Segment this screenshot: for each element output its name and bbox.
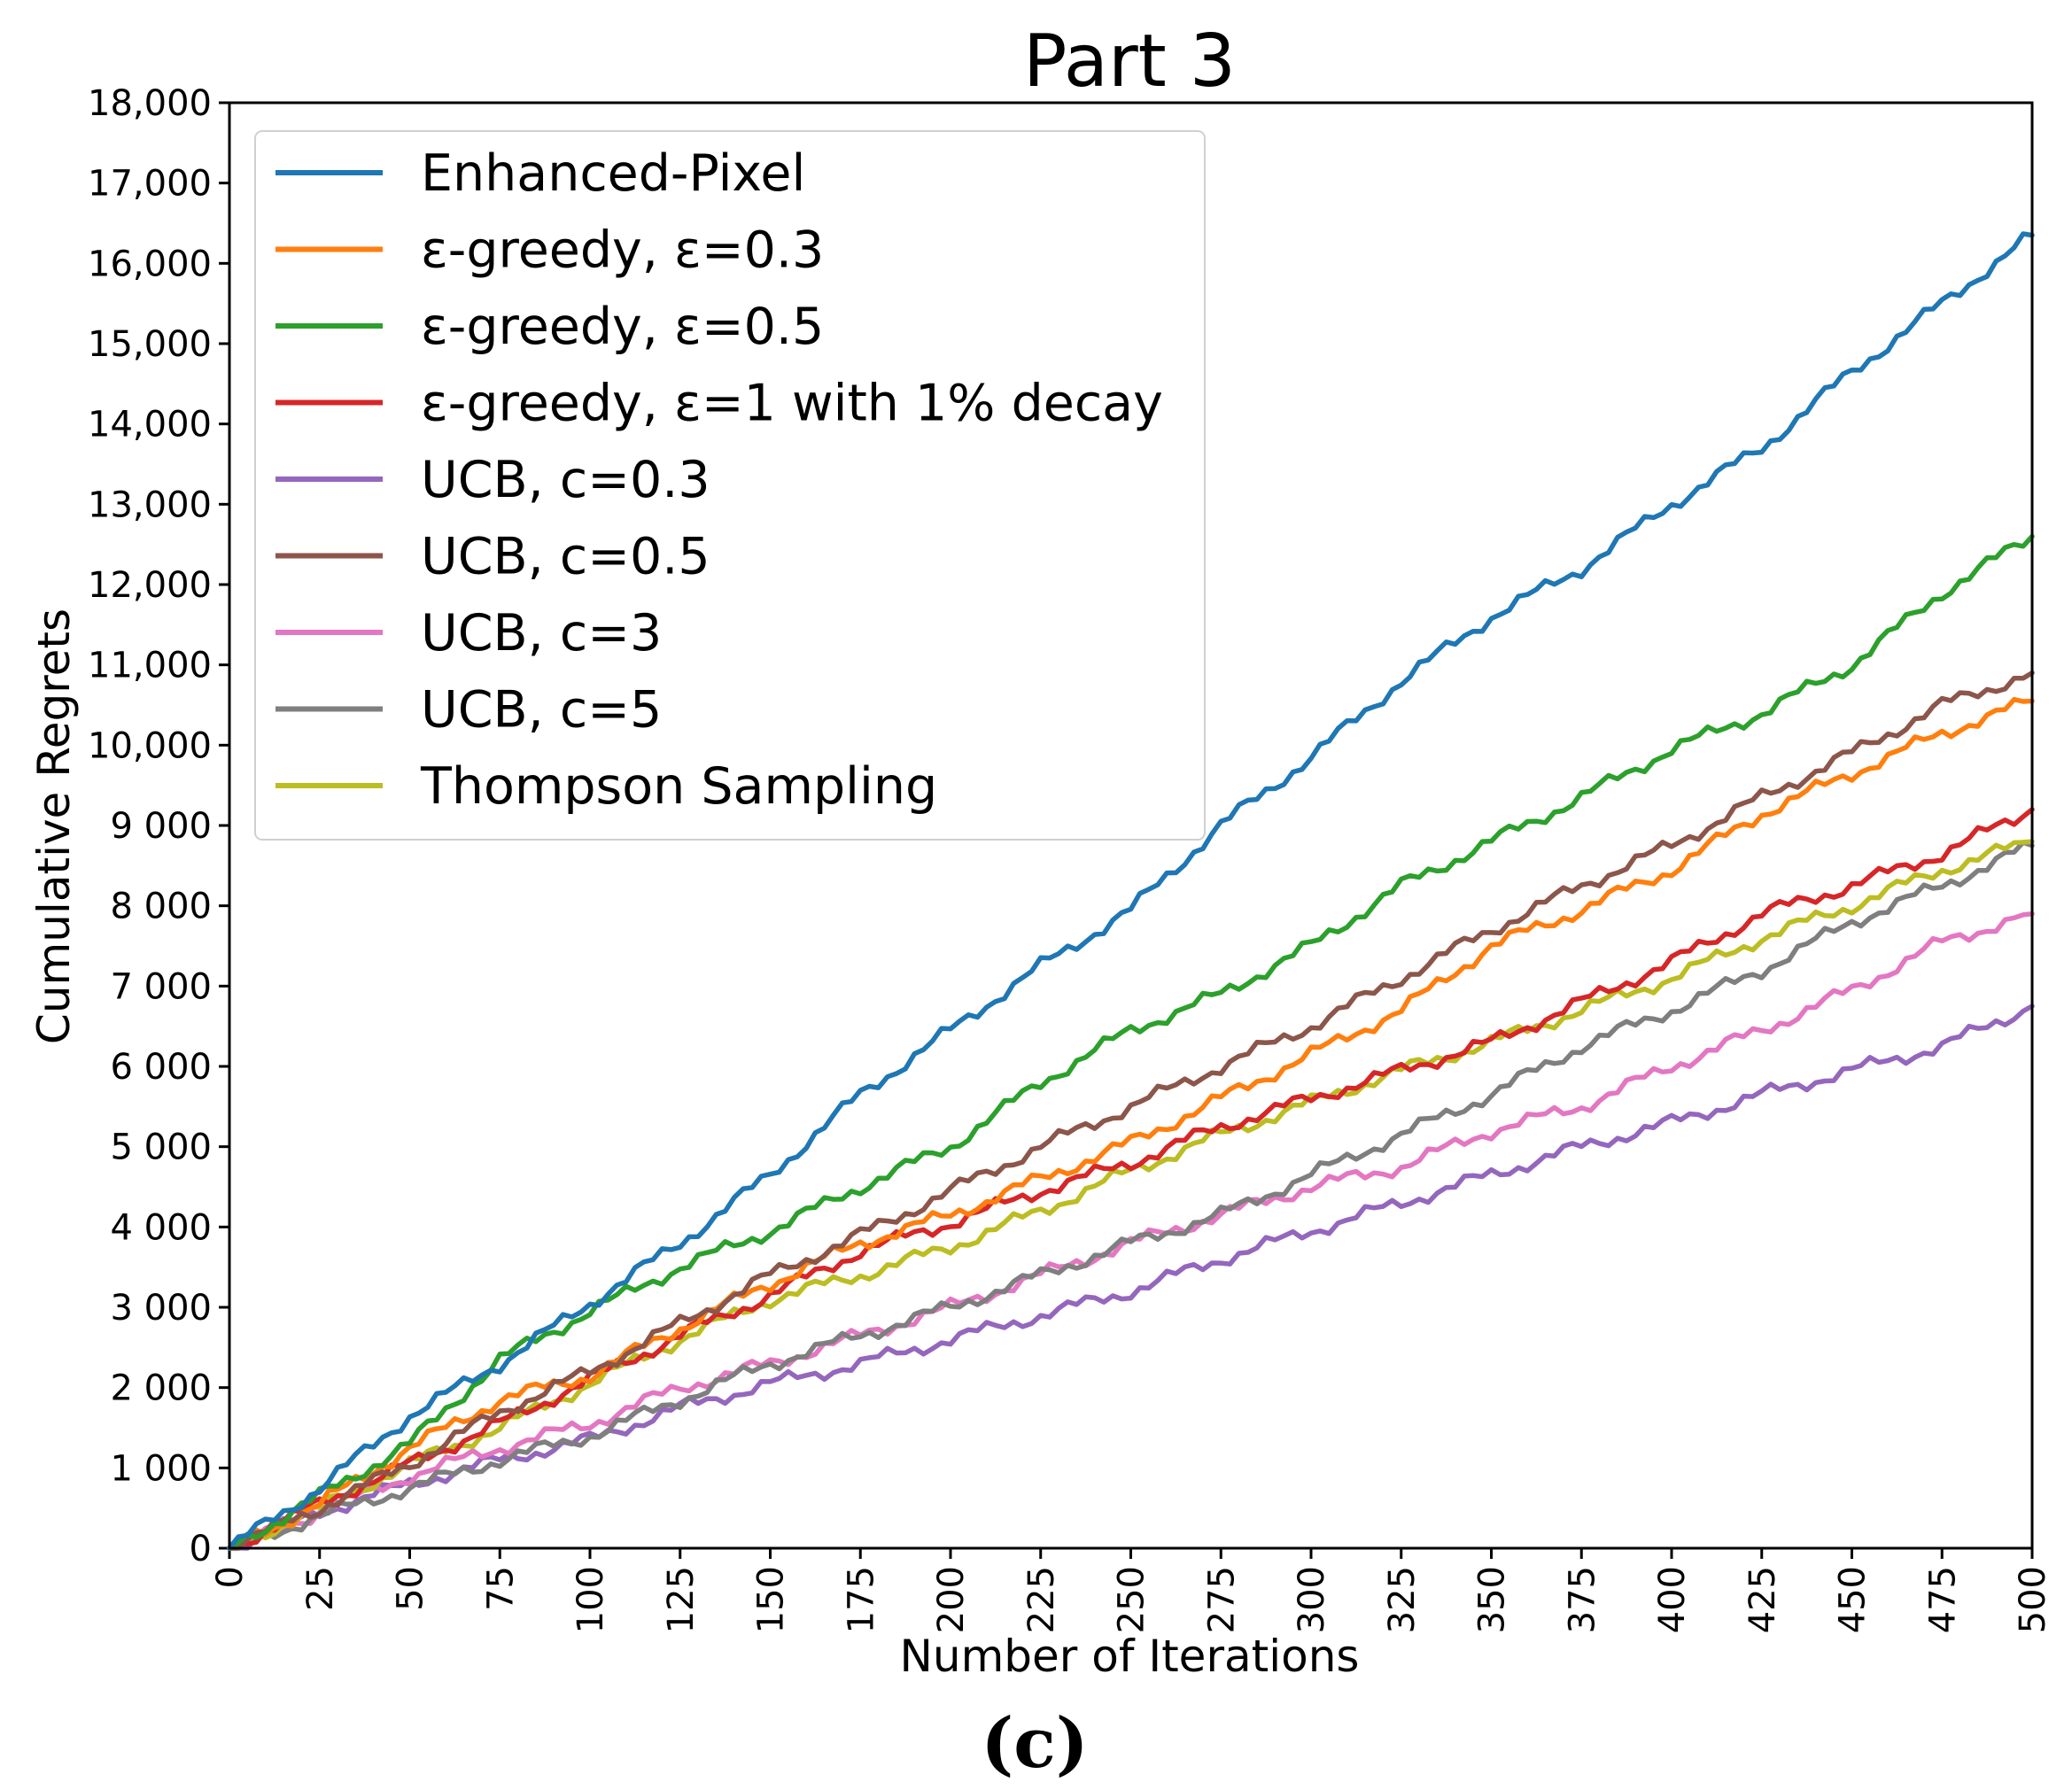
y-tick-label: 7 000 bbox=[110, 966, 212, 1007]
series-line bbox=[227, 231, 2035, 1551]
figure-caption: (c) bbox=[981, 1703, 1088, 1784]
series-line bbox=[227, 807, 2035, 1551]
legend-label: UCB, c=3 bbox=[421, 604, 662, 663]
x-tick-label: 50 bbox=[391, 1566, 431, 1611]
legend: Enhanced-Pixel ε-greedy, ε=0.3 ε-greedy, ε… bbox=[254, 130, 1206, 841]
y-tick-label: 14,000 bbox=[88, 405, 212, 446]
x-tick-label: 175 bbox=[841, 1566, 881, 1633]
y-tick-label: 5 000 bbox=[110, 1127, 212, 1168]
x-axis-label: Number of Iterations bbox=[900, 1631, 1360, 1682]
x-tick-label: 125 bbox=[661, 1566, 702, 1633]
series-line bbox=[227, 839, 2035, 1551]
x-tick-label: 475 bbox=[1922, 1566, 1963, 1633]
y-tick-label: 17,000 bbox=[88, 164, 212, 205]
y-tick-label: 8 000 bbox=[110, 887, 212, 927]
x-tick-label: 100 bbox=[570, 1566, 611, 1633]
x-tick-label: 150 bbox=[751, 1566, 792, 1633]
legend-label: Thompson Sampling bbox=[420, 757, 937, 816]
x-tick-label: 450 bbox=[1833, 1566, 1874, 1633]
x-tick-label: 500 bbox=[2013, 1566, 2053, 1633]
x-tick-label: 275 bbox=[1201, 1566, 1242, 1633]
legend-label: Enhanced-Pixel bbox=[421, 144, 805, 203]
y-tick-label: 16,000 bbox=[88, 244, 212, 284]
x-tick-label: 350 bbox=[1472, 1566, 1513, 1633]
series-line bbox=[227, 670, 2035, 1551]
chart-title: Part 3 bbox=[1023, 19, 1236, 104]
legend-box bbox=[254, 130, 1206, 841]
x-tick-label: 325 bbox=[1382, 1566, 1423, 1633]
legend-label: ε-greedy, ε=0.5 bbox=[421, 298, 824, 356]
series-lines bbox=[227, 231, 2035, 1551]
series-line bbox=[227, 910, 2035, 1551]
x-tick-label: 200 bbox=[931, 1566, 972, 1633]
y-tick-label: 3 000 bbox=[110, 1288, 212, 1329]
y-tick-label: 13,000 bbox=[88, 484, 212, 525]
x-tick-label: 300 bbox=[1292, 1566, 1332, 1633]
legend-label: ε-greedy, ε=0.3 bbox=[421, 221, 824, 280]
series-line bbox=[227, 1003, 2035, 1551]
y-tick-label: 0 bbox=[190, 1529, 212, 1569]
x-tick-label: 375 bbox=[1562, 1566, 1603, 1633]
x-tick-label: 250 bbox=[1112, 1566, 1152, 1633]
y-tick-label: 18,000 bbox=[88, 83, 212, 124]
y-tick-label: 1 000 bbox=[110, 1448, 212, 1489]
y-tick-label: 9 000 bbox=[110, 806, 212, 847]
y-tick-label: 10,000 bbox=[88, 725, 212, 766]
x-axis: 0 25 50 75 100 125 150 175 200 225 250 275 300 325 350… bbox=[210, 1548, 2053, 1633]
legend-label: UCB, c=0.5 bbox=[421, 528, 710, 586]
y-tick-label: 6 000 bbox=[110, 1047, 212, 1088]
plot-frame bbox=[228, 101, 2034, 1550]
legend-label: ε-greedy, ε=1 with 1% decay bbox=[421, 375, 1163, 433]
y-axis: 0 1 000 2 000 3 000 4 000 5 000 6 000 7 000 8 00… bbox=[88, 83, 229, 1569]
legend-label: UCB, c=0.3 bbox=[421, 451, 710, 509]
y-tick-label: 12,000 bbox=[88, 565, 212, 606]
y-tick-label: 2 000 bbox=[110, 1368, 212, 1409]
x-tick-label: 25 bbox=[300, 1566, 341, 1611]
x-tick-label: 225 bbox=[1021, 1566, 1062, 1633]
series-line bbox=[227, 696, 2035, 1551]
y-tick-label: 4 000 bbox=[110, 1207, 212, 1248]
x-tick-label: 0 bbox=[210, 1566, 251, 1588]
series-line bbox=[227, 840, 2035, 1551]
legend-label: UCB, c=5 bbox=[421, 681, 662, 740]
x-tick-label: 400 bbox=[1652, 1566, 1693, 1633]
y-tick-label: 11,000 bbox=[88, 646, 212, 686]
x-tick-label: 75 bbox=[480, 1566, 521, 1611]
x-tick-label: 425 bbox=[1742, 1566, 1783, 1633]
y-tick-label: 15,000 bbox=[88, 324, 212, 365]
y-axis-label: Cumulative Regrets bbox=[28, 608, 80, 1044]
